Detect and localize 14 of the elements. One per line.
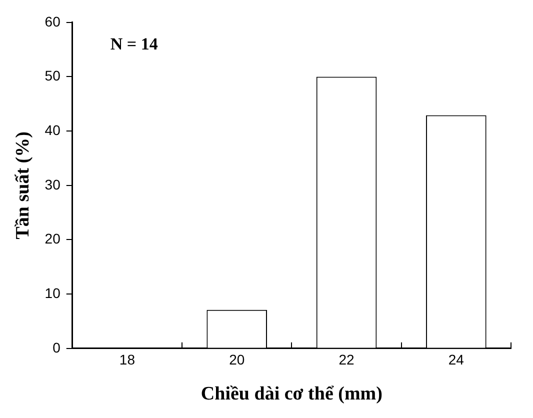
x-tick-label: 18 xyxy=(119,352,136,368)
y-tick-label: 20 xyxy=(44,230,61,247)
y-tick-label: 40 xyxy=(44,122,61,138)
x-tick-label: 24 xyxy=(448,352,464,368)
annotation: N = 14 xyxy=(110,34,158,54)
y-tick-label: 30 xyxy=(44,176,61,192)
y-axis-title: Tần suất (%) xyxy=(12,132,34,240)
x-tick-label: 22 xyxy=(338,352,355,368)
y-tick-label: 0 xyxy=(52,339,61,356)
y-tick-label: 60 xyxy=(44,13,61,30)
x-axis-title: Chiều dài cơ thể (mm) xyxy=(200,384,382,405)
x-tick-label: 20 xyxy=(229,352,245,368)
y-tick-label: 50 xyxy=(44,68,61,84)
y-tick-label: 10 xyxy=(44,284,61,301)
